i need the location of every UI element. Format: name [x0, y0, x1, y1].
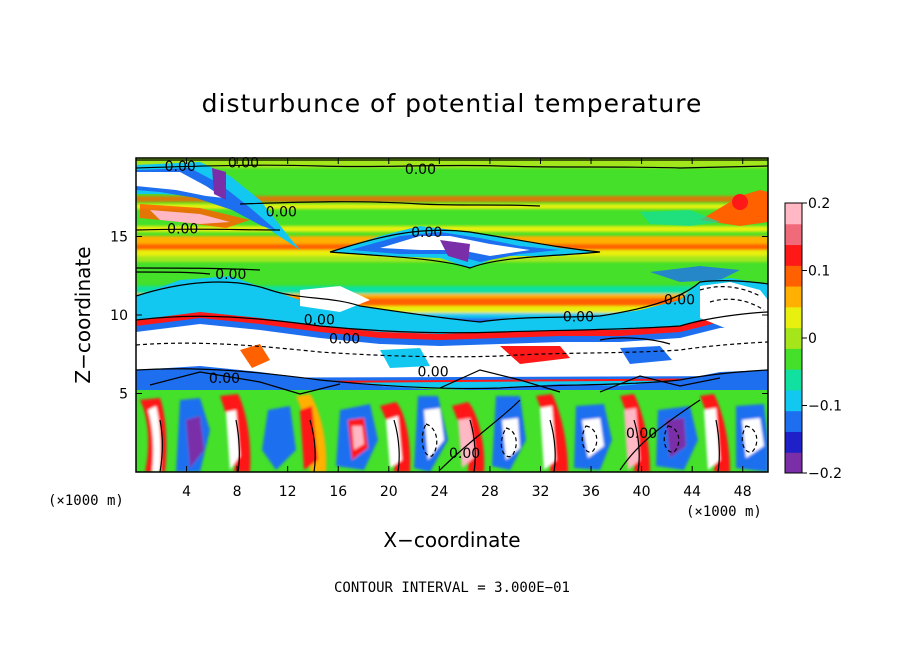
x-tick-label: 32 — [532, 484, 550, 500]
colorbar-swatch — [785, 410, 802, 432]
x-tick-label: 28 — [481, 484, 499, 500]
contour-label: 0.00 — [304, 313, 335, 329]
contour-label: 0.00 — [563, 310, 594, 326]
contour-label: 0.00 — [215, 267, 246, 283]
x-unit-left: (×1000 m) — [48, 493, 124, 509]
colorbar-tick-label: 0 — [808, 331, 817, 347]
x-tick-label: 12 — [279, 484, 297, 500]
x-tick-label: 40 — [633, 484, 651, 500]
colorbar-swatch — [785, 452, 802, 474]
x-tick-label: 44 — [683, 484, 701, 500]
x-tick-label: 8 — [233, 484, 242, 500]
chart-title: disturbunce of potential temperature — [202, 89, 703, 118]
contour-label: 0.00 — [209, 371, 240, 387]
contour-label: 0.00 — [266, 204, 297, 220]
contour-label: 0.00 — [329, 332, 360, 348]
middle-turbulent-layer — [136, 276, 768, 394]
colorbar-swatch — [785, 244, 802, 266]
x-tick-labels: 4 8 12 16 20 24 28 32 36 40 44 48 — [182, 484, 752, 500]
colorbar-tick-label: −0.1 — [808, 399, 842, 415]
contour-label: 0.00 — [449, 446, 480, 462]
y-tick-labels: 5 10 15 — [110, 230, 128, 403]
colorbar-ticks: −0.2 −0.1 0 0.1 0.2 — [802, 196, 842, 482]
x-unit-right: (×1000 m) — [686, 504, 762, 520]
contour-label: 0.00 — [417, 365, 448, 381]
x-tick-label: 20 — [380, 484, 398, 500]
plot-area — [136, 158, 768, 472]
colorbar-swatch — [785, 223, 802, 246]
x-tick-marks — [186, 158, 744, 472]
colorbar-swatch — [785, 203, 802, 225]
x-tick-label: 4 — [182, 484, 191, 500]
colorbar-tick-label: 0.2 — [808, 196, 830, 212]
y-tick-marks — [136, 236, 768, 394]
upper-center-structures — [330, 190, 768, 282]
x-tick-label: 24 — [430, 484, 448, 500]
contour-interval-note: CONTOUR INTERVAL = 3.000E−01 — [334, 580, 570, 596]
colorbar-swatch — [785, 306, 802, 329]
colorbar: −0.2 −0.1 0 0.1 0.2 — [784, 196, 842, 482]
x-axis-label: X−coordinate — [383, 528, 520, 552]
upper-left-structures — [136, 162, 300, 250]
colorbar-swatch — [785, 348, 802, 370]
colorbar-swatch — [785, 327, 802, 349]
x-tick-label: 48 — [734, 484, 752, 500]
y-tick-label: 15 — [110, 230, 128, 246]
x-tick-label: 16 — [329, 484, 347, 500]
contour-label: 0.00 — [405, 162, 436, 178]
contour-label: 0.00 — [626, 426, 657, 442]
contour-label: 0.00 — [167, 222, 198, 238]
x-tick-label: 36 — [582, 484, 600, 500]
contour-label: 0.00 — [411, 225, 442, 241]
colorbar-swatch — [785, 286, 802, 308]
contour-labels: 0.00 0.00 0.00 0.00 0.00 0.00 0.00 0.00 0.00 0.00… — [165, 156, 695, 462]
y-axis-label: Z−coordinate — [71, 246, 95, 383]
colorbar-tick-label: 0.1 — [808, 264, 830, 280]
contour-label: 0.00 — [664, 292, 695, 308]
colorbar-swatch — [785, 389, 802, 412]
contour-lines — [136, 159, 768, 472]
colorbar-swatch — [785, 431, 802, 453]
contour-label: 0.00 — [165, 159, 196, 175]
colorbar-swatch — [785, 369, 802, 391]
contour-label: 0.00 — [228, 156, 259, 172]
y-tick-label: 5 — [119, 387, 128, 403]
colorbar-swatch — [785, 265, 802, 287]
y-tick-label: 10 — [110, 308, 128, 324]
colorbar-tick-label: −0.2 — [808, 466, 842, 482]
plot-frame — [135, 157, 769, 473]
colorbar-swatches — [785, 203, 802, 474]
